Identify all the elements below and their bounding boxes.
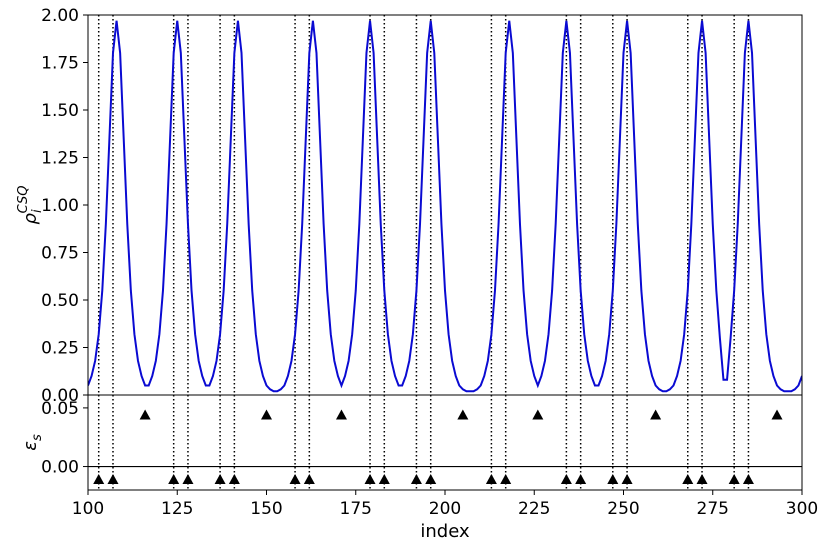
y-tick-label: 1.25 (41, 149, 79, 169)
y-axis-label: ρiCSQ (16, 186, 45, 225)
y-tick-label: 0.00 (41, 386, 79, 406)
y-tick-label: 0.00 (41, 458, 79, 478)
y-label-base: ρ (20, 212, 41, 224)
axes-frame (87, 394, 803, 491)
triangle-marker (335, 409, 347, 420)
y-tick-label: 0.50 (41, 291, 79, 311)
triangle-marker (228, 473, 240, 484)
triangle-marker (485, 473, 497, 484)
triangle-marker (457, 409, 469, 420)
x-tick-label: 300 (786, 499, 818, 519)
x-tick-label: 200 (429, 499, 461, 519)
x-tick-label: 100 (72, 499, 104, 519)
triangle-marker (214, 473, 226, 484)
y-tick-label: 1.50 (41, 101, 79, 121)
triangle-marker (500, 473, 512, 484)
y-tick-label: 0.25 (41, 339, 79, 359)
y-label-sub: i (30, 209, 45, 213)
x-tick-label: 150 (250, 499, 282, 519)
triangle-marker (364, 473, 376, 484)
triangle-marker (378, 473, 390, 484)
y-tick-label: 2.00 (41, 6, 79, 26)
y-tick-label: 1.00 (41, 196, 79, 216)
y-label-sub: s (30, 434, 45, 441)
triangle-marker (607, 473, 619, 484)
y-tick-label: 0.75 (41, 244, 79, 264)
x-tick-label: 175 (340, 499, 372, 519)
triangle-marker (182, 473, 194, 484)
triangle-marker (425, 473, 437, 484)
triangle-marker (303, 473, 315, 484)
triangle-marker (168, 473, 180, 484)
triangle-marker (261, 409, 272, 420)
y-axis-label: εs (20, 434, 45, 451)
x-axis-label: index (420, 521, 470, 542)
triangle-marker (139, 409, 151, 420)
triangle-marker (742, 473, 754, 484)
triangle-marker (771, 409, 783, 420)
x-tick-label: 225 (518, 499, 550, 519)
triangle-marker (696, 473, 708, 484)
triangle-marker (575, 473, 587, 484)
y-tick-label: 1.75 (41, 54, 79, 74)
y-label-base: ε (20, 441, 41, 451)
triangle-marker (560, 473, 572, 484)
triangle-marker (532, 409, 544, 420)
triangle-marker (621, 473, 633, 484)
x-tick-label: 250 (607, 499, 639, 519)
triangle-marker (650, 409, 662, 420)
triangle-marker (410, 473, 422, 484)
triangle-marker (682, 473, 694, 484)
data-line (88, 20, 802, 393)
x-tick-label: 275 (697, 499, 729, 519)
x-tick-label: 125 (161, 499, 193, 519)
y-tick-label: 0.05 (41, 399, 79, 419)
triangle-marker (107, 473, 119, 484)
triangle-marker (728, 473, 740, 484)
y-label-sup: CSQ (16, 186, 31, 214)
triangle-marker (289, 473, 301, 484)
triangle-marker (93, 473, 105, 484)
